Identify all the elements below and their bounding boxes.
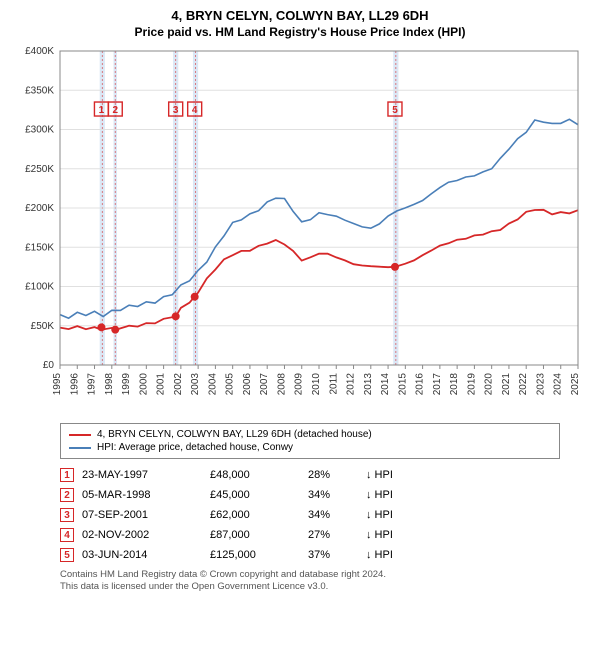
transaction-pct: 34%: [308, 489, 358, 501]
svg-text:2002: 2002: [173, 373, 184, 396]
transaction-marker: 5: [60, 548, 74, 562]
legend-label: 4, BRYN CELYN, COLWYN BAY, LL29 6DH (det…: [97, 429, 372, 440]
transaction-marker: 4: [60, 528, 74, 542]
page-title: 4, BRYN CELYN, COLWYN BAY, LL29 6DH: [10, 8, 590, 23]
transaction-pct: 28%: [308, 469, 358, 481]
transaction-row: 5 03-JUN-2014 £125,000 37% ↓ HPI: [60, 545, 560, 565]
svg-text:2012: 2012: [346, 373, 357, 396]
svg-text:2018: 2018: [449, 373, 460, 396]
svg-text:2024: 2024: [553, 373, 564, 396]
transaction-date: 23-MAY-1997: [82, 469, 202, 481]
svg-text:2016: 2016: [415, 373, 426, 396]
legend-swatch: [69, 447, 91, 449]
transaction-row: 3 07-SEP-2001 £62,000 34% ↓ HPI: [60, 505, 560, 525]
svg-text:2011: 2011: [328, 373, 339, 395]
svg-text:1998: 1998: [104, 373, 115, 396]
footnote-line: This data is licensed under the Open Gov…: [60, 581, 560, 593]
transaction-row: 2 05-MAR-1998 £45,000 34% ↓ HPI: [60, 485, 560, 505]
svg-text:1999: 1999: [121, 373, 132, 396]
svg-text:2008: 2008: [276, 373, 287, 396]
legend: 4, BRYN CELYN, COLWYN BAY, LL29 6DH (det…: [60, 423, 560, 459]
transaction-price: £48,000: [210, 469, 300, 481]
transactions-table: 1 23-MAY-1997 £48,000 28% ↓ HPI 2 05-MAR-1998 £…: [60, 465, 560, 565]
svg-text:4: 4: [192, 105, 198, 116]
transaction-pct: 27%: [308, 529, 358, 541]
svg-text:2004: 2004: [207, 373, 218, 396]
transaction-price: £87,000: [210, 529, 300, 541]
transaction-price: £45,000: [210, 489, 300, 501]
transaction-date: 05-MAR-1998: [82, 489, 202, 501]
transaction-marker: 1: [60, 468, 74, 482]
transaction-date: 02-NOV-2002: [82, 529, 202, 541]
legend-item: HPI: Average price, detached house, Conw…: [69, 441, 551, 454]
svg-text:2009: 2009: [294, 373, 305, 396]
legend-item: 4, BRYN CELYN, COLWYN BAY, LL29 6DH (det…: [69, 428, 551, 441]
transaction-marker: 2: [60, 488, 74, 502]
svg-text:£100K: £100K: [25, 282, 54, 293]
transaction-direction: ↓ HPI: [366, 529, 426, 541]
footnote: Contains HM Land Registry data © Crown c…: [60, 569, 560, 594]
svg-text:£250K: £250K: [25, 164, 54, 175]
transaction-direction: ↓ HPI: [366, 489, 426, 501]
legend-label: HPI: Average price, detached house, Conw…: [97, 442, 293, 453]
transaction-price: £125,000: [210, 549, 300, 561]
svg-text:£50K: £50K: [31, 321, 55, 332]
svg-text:2015: 2015: [397, 373, 408, 396]
svg-text:2013: 2013: [363, 373, 374, 396]
svg-text:£0: £0: [43, 360, 55, 371]
svg-text:2021: 2021: [501, 373, 512, 396]
svg-text:5: 5: [392, 105, 398, 116]
svg-text:2014: 2014: [380, 373, 391, 396]
page-subtitle: Price paid vs. HM Land Registry's House …: [10, 25, 590, 39]
svg-text:2000: 2000: [138, 373, 149, 396]
svg-text:2001: 2001: [156, 373, 167, 396]
transaction-date: 03-JUN-2014: [82, 549, 202, 561]
transaction-row: 1 23-MAY-1997 £48,000 28% ↓ HPI: [60, 465, 560, 485]
svg-text:1996: 1996: [69, 373, 80, 396]
svg-text:£200K: £200K: [25, 203, 54, 214]
svg-text:2003: 2003: [190, 373, 201, 396]
transaction-direction: ↓ HPI: [366, 469, 426, 481]
svg-text:£150K: £150K: [25, 242, 54, 253]
price-chart: £0 £50K £100K £150K £200K £250K £300K £350K £400…: [10, 45, 590, 415]
svg-text:2023: 2023: [535, 373, 546, 396]
svg-text:1997: 1997: [87, 373, 98, 396]
transaction-direction: ↓ HPI: [366, 549, 426, 561]
transaction-price: £62,000: [210, 509, 300, 521]
svg-text:2005: 2005: [225, 373, 236, 396]
transaction-direction: ↓ HPI: [366, 509, 426, 521]
svg-text:2017: 2017: [432, 373, 443, 396]
svg-text:2022: 2022: [518, 373, 529, 396]
transaction-marker: 3: [60, 508, 74, 522]
svg-text:2025: 2025: [570, 373, 581, 396]
svg-text:1995: 1995: [52, 373, 63, 396]
footnote-line: Contains HM Land Registry data © Crown c…: [60, 569, 560, 581]
svg-text:2020: 2020: [484, 373, 495, 396]
svg-text:£350K: £350K: [25, 85, 54, 96]
svg-text:2007: 2007: [259, 373, 270, 396]
transaction-date: 07-SEP-2001: [82, 509, 202, 521]
transaction-pct: 34%: [308, 509, 358, 521]
legend-swatch: [69, 434, 91, 436]
transaction-pct: 37%: [308, 549, 358, 561]
svg-text:1: 1: [99, 105, 105, 116]
svg-text:2006: 2006: [242, 373, 253, 396]
svg-text:3: 3: [173, 105, 179, 116]
svg-text:£300K: £300K: [25, 125, 54, 136]
svg-text:2010: 2010: [311, 373, 322, 396]
chart-area: £0 £50K £100K £150K £200K £250K £300K £350K £400…: [10, 45, 590, 415]
svg-text:2: 2: [112, 105, 118, 116]
svg-text:£400K: £400K: [25, 46, 54, 57]
svg-text:2019: 2019: [466, 373, 477, 396]
transaction-row: 4 02-NOV-2002 £87,000 27% ↓ HPI: [60, 525, 560, 545]
